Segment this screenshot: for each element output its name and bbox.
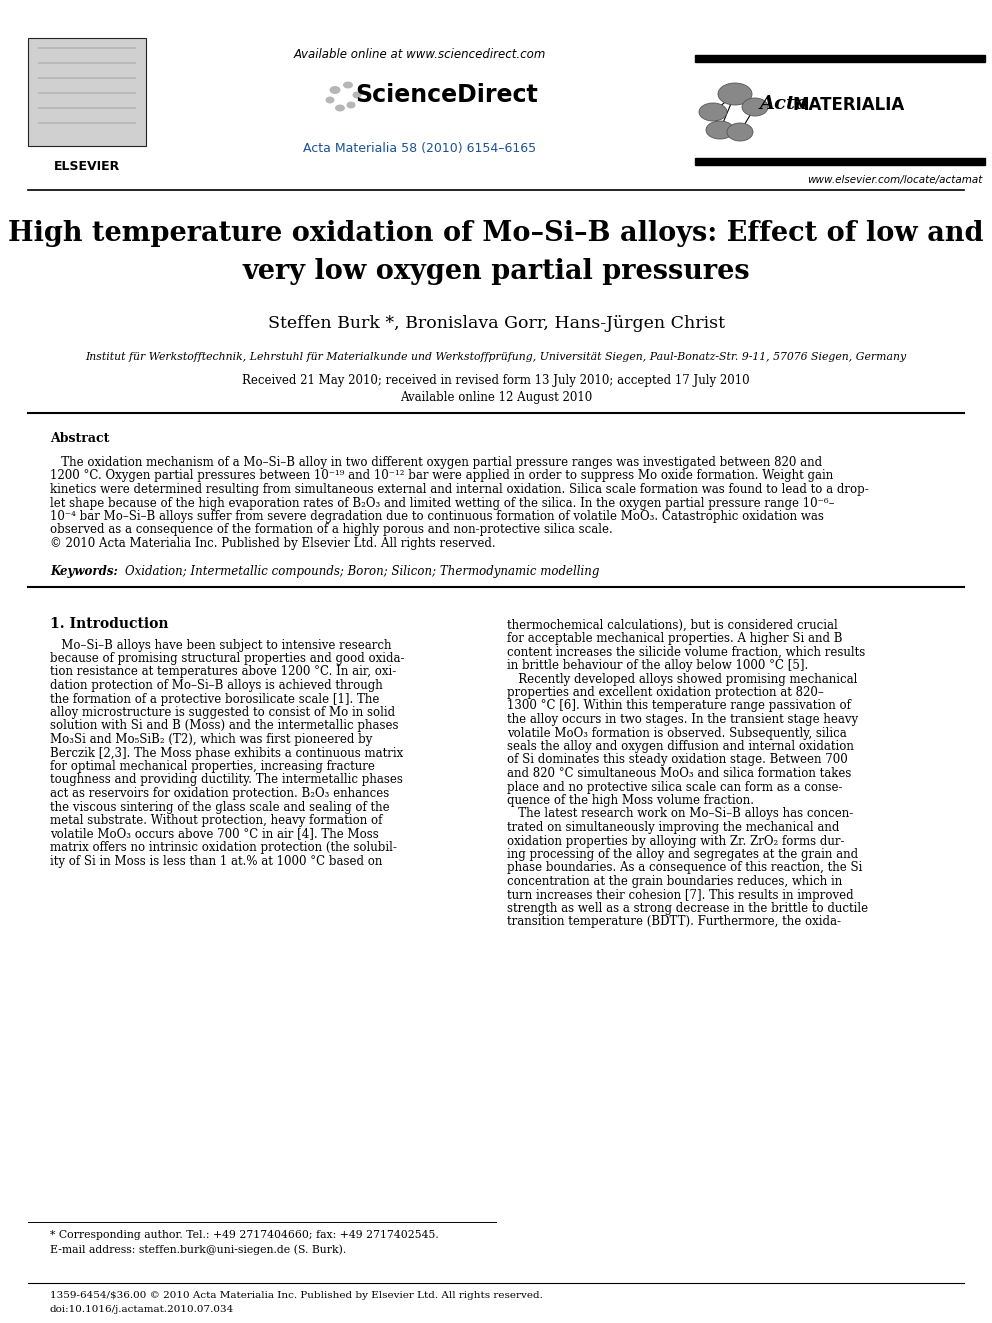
Text: 1359-6454/$36.00 © 2010 Acta Materialia Inc. Published by Elsevier Ltd. All righ: 1359-6454/$36.00 © 2010 Acta Materialia … [50,1291,543,1301]
Ellipse shape [727,123,753,142]
Text: Received 21 May 2010; received in revised form 13 July 2010; accepted 17 July 20: Received 21 May 2010; received in revise… [242,374,750,388]
Text: and 820 °C simultaneous MoO₃ and silica formation takes: and 820 °C simultaneous MoO₃ and silica … [507,767,851,781]
Text: Abstract: Abstract [50,433,109,445]
Ellipse shape [335,105,345,111]
Text: 1300 °C [6]. Within this temperature range passivation of: 1300 °C [6]. Within this temperature ran… [507,700,851,713]
Text: let shape because of the high evaporation rates of B₂O₃ and limited wetting of t: let shape because of the high evaporatio… [50,496,834,509]
Text: in brittle behaviour of the alloy below 1000 °C [5].: in brittle behaviour of the alloy below … [507,659,808,672]
Text: concentration at the grain boundaries reduces, which in: concentration at the grain boundaries re… [507,875,842,888]
Text: © 2010 Acta Materialia Inc. Published by Elsevier Ltd. All rights reserved.: © 2010 Acta Materialia Inc. Published by… [50,537,496,550]
Ellipse shape [352,91,361,98]
Ellipse shape [325,97,334,103]
Text: phase boundaries. As a consequence of this reaction, the Si: phase boundaries. As a consequence of th… [507,861,862,875]
Text: The oxidation mechanism of a Mo–Si–B alloy in two different oxygen partial press: The oxidation mechanism of a Mo–Si–B all… [50,456,822,468]
Text: Acta: Acta [760,95,815,112]
Text: for acceptable mechanical properties. A higher Si and B: for acceptable mechanical properties. A … [507,632,842,646]
Text: tion resistance at temperatures above 1200 °C. In air, oxi-: tion resistance at temperatures above 12… [50,665,396,679]
Text: dation protection of Mo–Si–B alloys is achieved through: dation protection of Mo–Si–B alloys is a… [50,679,383,692]
Text: 1. Introduction: 1. Introduction [50,617,169,631]
Text: of Si dominates this steady oxidation stage. Between 700: of Si dominates this steady oxidation st… [507,754,848,766]
Text: ity of Si in Moss is less than 1 at.% at 1000 °C based on: ity of Si in Moss is less than 1 at.% at… [50,855,382,868]
Text: E-mail address: steffen.burk@uni-siegen.de (S. Burk).: E-mail address: steffen.burk@uni-siegen.… [50,1244,346,1254]
Text: solution with Si and B (Moss) and the intermetallic phases: solution with Si and B (Moss) and the in… [50,720,399,733]
Ellipse shape [706,120,734,139]
Text: ELSEVIER: ELSEVIER [54,160,120,173]
Text: Berczik [2,3]. The Moss phase exhibits a continuous matrix: Berczik [2,3]. The Moss phase exhibits a… [50,746,404,759]
Text: Acta Materialia 58 (2010) 6154–6165: Acta Materialia 58 (2010) 6154–6165 [304,142,537,155]
Text: www.elsevier.com/locate/actamat: www.elsevier.com/locate/actamat [807,175,983,185]
Text: seals the alloy and oxygen diffusion and internal oxidation: seals the alloy and oxygen diffusion and… [507,740,854,753]
Text: ing processing of the alloy and segregates at the grain and: ing processing of the alloy and segregat… [507,848,858,861]
Ellipse shape [329,86,340,94]
Text: The latest research work on Mo–Si–B alloys has concen-: The latest research work on Mo–Si–B allo… [507,807,853,820]
Text: volatile MoO₃ formation is observed. Subsequently, silica: volatile MoO₃ formation is observed. Sub… [507,726,847,740]
Text: trated on simultaneously improving the mechanical and: trated on simultaneously improving the m… [507,822,839,833]
Text: turn increases their cohesion [7]. This results in improved: turn increases their cohesion [7]. This … [507,889,854,901]
Text: the formation of a protective borosilicate scale [1]. The: the formation of a protective borosilica… [50,692,379,705]
Ellipse shape [343,82,353,89]
Ellipse shape [699,103,727,120]
Text: content increases the silicide volume fraction, which results: content increases the silicide volume fr… [507,646,865,659]
Text: because of promising structural properties and good oxida-: because of promising structural properti… [50,652,405,665]
Text: thermochemical calculations), but is considered crucial: thermochemical calculations), but is con… [507,618,838,631]
Text: Keywords:: Keywords: [50,565,130,578]
Text: doi:10.1016/j.actamat.2010.07.034: doi:10.1016/j.actamat.2010.07.034 [50,1304,234,1314]
Text: observed as a consequence of the formation of a highly porous and non-protective: observed as a consequence of the formati… [50,524,613,537]
Bar [695,56,985,62]
Text: Steffen Burk *, Bronislava Gorr, Hans-Jürgen Christ: Steffen Burk *, Bronislava Gorr, Hans-Jü… [268,315,724,332]
Text: Institut für Werkstofftechnik, Lehrstuhl für Materialkunde und Werkstoffprüfung,: Institut für Werkstofftechnik, Lehrstuhl… [85,352,907,363]
Text: Mo–Si–B alloys have been subject to intensive research: Mo–Si–B alloys have been subject to inte… [50,639,392,651]
Text: Available online at www.sciencedirect.com: Available online at www.sciencedirect.co… [294,48,547,61]
Text: strength as well as a strong decrease in the brittle to ductile: strength as well as a strong decrease in… [507,902,868,916]
Text: High temperature oxidation of Mo–Si–B alloys: Effect of low and: High temperature oxidation of Mo–Si–B al… [8,220,984,247]
Text: toughness and providing ductility. The intermetallic phases: toughness and providing ductility. The i… [50,774,403,786]
Text: alloy microstructure is suggested to consist of Mo in solid: alloy microstructure is suggested to con… [50,706,395,718]
Text: oxidation properties by alloying with Zr. ZrO₂ forms dur-: oxidation properties by alloying with Zr… [507,835,844,848]
Text: Oxidation; Intermetallic compounds; Boron; Silicon; Thermodynamic modelling: Oxidation; Intermetallic compounds; Boro… [125,565,599,578]
Text: the alloy occurs in two stages. In the transient stage heavy: the alloy occurs in two stages. In the t… [507,713,858,726]
Text: ScienceDirect: ScienceDirect [355,83,538,107]
Text: 1200 °C. Oxygen partial pressures between 10⁻¹⁹ and 10⁻¹² bar were applied in or: 1200 °C. Oxygen partial pressures betwee… [50,470,833,483]
Bar [28,38,146,146]
Text: transition temperature (BDTT). Furthermore, the oxida-: transition temperature (BDTT). Furthermo… [507,916,841,929]
Text: volatile MoO₃ occurs above 700 °C in air [4]. The Moss: volatile MoO₃ occurs above 700 °C in air… [50,827,379,840]
Text: the viscous sintering of the glass scale and sealing of the: the viscous sintering of the glass scale… [50,800,390,814]
Text: Mo₃Si and Mo₅SiB₂ (T2), which was first pioneered by: Mo₃Si and Mo₅SiB₂ (T2), which was first … [50,733,372,746]
Ellipse shape [742,98,768,116]
Text: for optimal mechanical properties, increasing fracture: for optimal mechanical properties, incre… [50,759,375,773]
Ellipse shape [346,102,355,108]
Ellipse shape [718,83,752,105]
Text: Available online 12 August 2010: Available online 12 August 2010 [400,392,592,404]
Text: metal substrate. Without protection, heavy formation of: metal substrate. Without protection, hea… [50,814,382,827]
Text: properties and excellent oxidation protection at 820–: properties and excellent oxidation prote… [507,687,823,699]
Text: MATERIALIA: MATERIALIA [792,97,905,114]
Text: Recently developed alloys showed promising mechanical: Recently developed alloys showed promisi… [507,672,857,685]
Text: matrix offers no intrinsic oxidation protection (the solubil-: matrix offers no intrinsic oxidation pro… [50,841,397,855]
Text: act as reservoirs for oxidation protection. B₂O₃ enhances: act as reservoirs for oxidation protecti… [50,787,389,800]
Text: 10⁻⁴ bar Mo–Si–B alloys suffer from severe degradation due to continuous formati: 10⁻⁴ bar Mo–Si–B alloys suffer from seve… [50,509,824,523]
Text: kinetics were determined resulting from simultaneous external and internal oxida: kinetics were determined resulting from … [50,483,869,496]
Text: quence of the high Moss volume fraction.: quence of the high Moss volume fraction. [507,794,754,807]
Bar [695,157,985,165]
Text: place and no protective silica scale can form as a conse-: place and no protective silica scale can… [507,781,842,794]
Text: very low oxygen partial pressures: very low oxygen partial pressures [242,258,750,284]
Text: * Corresponding author. Tel.: +49 2717404660; fax: +49 2717402545.: * Corresponding author. Tel.: +49 271740… [50,1230,438,1240]
